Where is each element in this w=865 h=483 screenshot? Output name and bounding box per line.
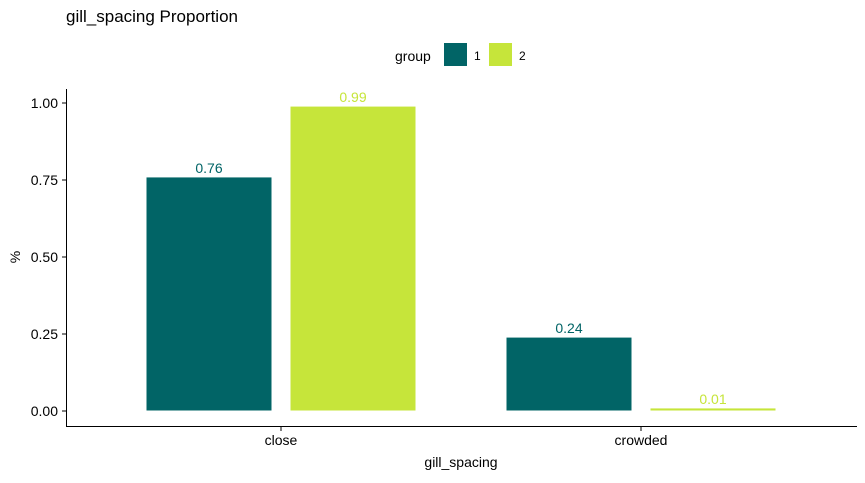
x-axis-label: gill_spacing — [424, 454, 497, 470]
bar-value-label: 0.01 — [699, 391, 726, 407]
x-tick-label: crowded — [615, 432, 668, 448]
bar-crowded-group-2 — [649, 407, 777, 412]
legend-label-1: 1 — [474, 49, 481, 63]
legend-key-2 — [489, 43, 512, 66]
bar-labels-layer: 0.76 0.24 0.99 0.01 — [195, 89, 726, 407]
y-axis-label: % — [7, 251, 23, 263]
bar-value-label: 0.99 — [339, 89, 366, 105]
bar-value-label: 0.76 — [195, 160, 222, 176]
legend-key-1 — [444, 43, 467, 66]
x-ticks: close crowded — [265, 427, 668, 448]
bar-close-group-2 — [289, 105, 417, 412]
bar-value-label: 0.24 — [555, 320, 582, 336]
x-tick-label: close — [265, 432, 298, 448]
y-tick-label: 1.00 — [31, 95, 58, 111]
y-tick-label: 0.75 — [31, 172, 58, 188]
legend: group 1 2 — [395, 43, 526, 66]
y-tick-label: 0.00 — [31, 403, 58, 419]
bars-layer — [145, 105, 777, 412]
legend-title: group — [395, 48, 431, 64]
chart-title: gill_spacing Proportion — [66, 7, 238, 26]
y-tick-label: 0.50 — [31, 249, 58, 265]
y-tick-label: 0.25 — [31, 326, 58, 342]
bar-close-group-1 — [145, 176, 273, 412]
y-ticks: 0.00 0.25 0.50 0.75 1.00 — [31, 95, 66, 419]
bar-crowded-group-1 — [505, 336, 633, 412]
legend-label-2: 2 — [519, 49, 526, 63]
